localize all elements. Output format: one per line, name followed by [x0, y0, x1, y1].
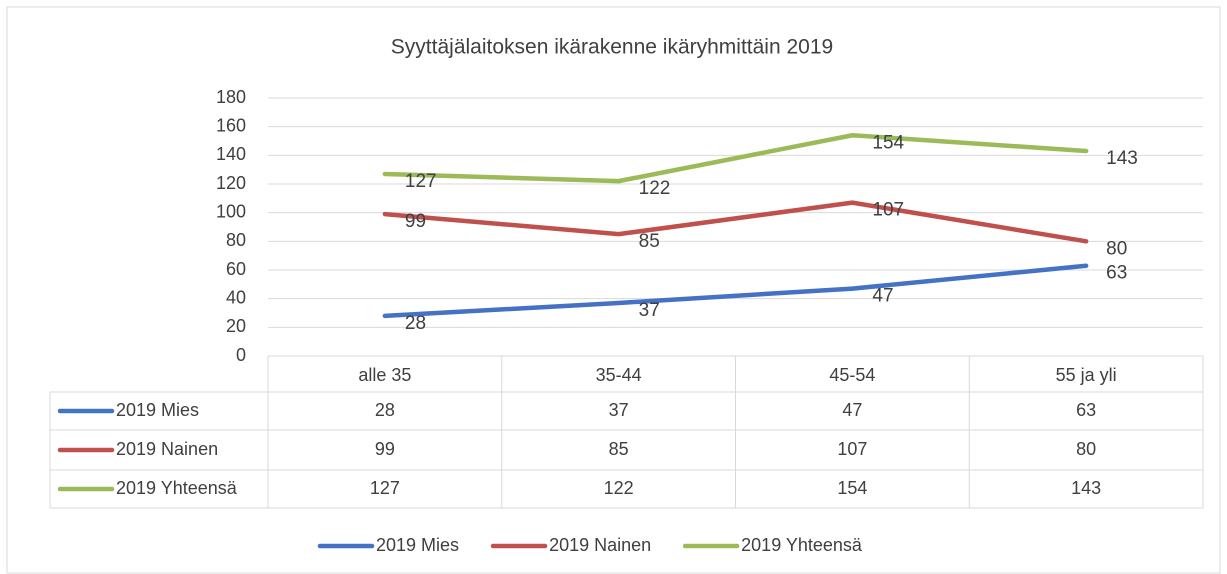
table-cell: 28 — [375, 400, 395, 420]
data-label: 85 — [639, 231, 660, 252]
table-cell: 85 — [609, 439, 629, 459]
data-label: 99 — [405, 211, 426, 232]
legend-label: 2019 Yhteensä — [741, 535, 863, 555]
x-tick-label: alle 35 — [358, 365, 411, 385]
data-label: 154 — [872, 132, 904, 153]
table-cell: 47 — [842, 400, 862, 420]
table-cell: 107 — [837, 439, 867, 459]
table-cell: 127 — [370, 478, 400, 498]
y-tick-label: 80 — [226, 230, 246, 250]
table-cell: 122 — [604, 478, 634, 498]
chart-title: Syyttäjälaitoksen ikärakenne ikäryhmittä… — [391, 36, 833, 59]
data-label: 63 — [1106, 263, 1127, 284]
series-line — [382, 263, 1089, 319]
data-label: 143 — [1106, 148, 1138, 169]
y-tick-label: 140 — [216, 144, 246, 164]
data-label: 127 — [405, 171, 437, 192]
table-cell: 143 — [1071, 478, 1101, 498]
y-tick-label: 0 — [236, 345, 246, 365]
table-series-name: 2019 Nainen — [116, 439, 218, 459]
x-tick-label: 55 ja yli — [1056, 365, 1117, 385]
table-cell: 63 — [1076, 400, 1096, 420]
y-tick-label: 100 — [216, 201, 246, 221]
legend-label: 2019 Nainen — [549, 535, 651, 555]
table-cell: 80 — [1076, 439, 1096, 459]
y-tick-label: 120 — [216, 173, 246, 193]
y-tick-label: 180 — [216, 87, 246, 107]
data-label: 37 — [639, 300, 660, 321]
x-tick-label: 35-44 — [596, 365, 642, 385]
x-tick-label: 45-54 — [829, 365, 875, 385]
y-tick-label: 20 — [226, 316, 246, 336]
data-label: 122 — [639, 178, 671, 199]
legend-label: 2019 Mies — [376, 535, 459, 555]
table-cell: 99 — [375, 439, 395, 459]
table-series-name: 2019 Yhteensä — [116, 478, 238, 498]
table-series-name: 2019 Mies — [116, 400, 199, 420]
chart-frame — [6, 6, 1221, 574]
y-tick-label: 60 — [226, 259, 246, 279]
table-cell: 154 — [837, 478, 867, 498]
data-label: 80 — [1106, 238, 1127, 259]
y-tick-label: 160 — [216, 115, 246, 135]
table-cell: 37 — [609, 400, 629, 420]
data-label: 28 — [405, 313, 426, 334]
series-line — [382, 200, 1089, 244]
series-line — [382, 133, 1089, 184]
data-label: 107 — [872, 200, 904, 221]
y-tick-label: 40 — [226, 287, 246, 307]
data-label: 47 — [872, 286, 893, 307]
